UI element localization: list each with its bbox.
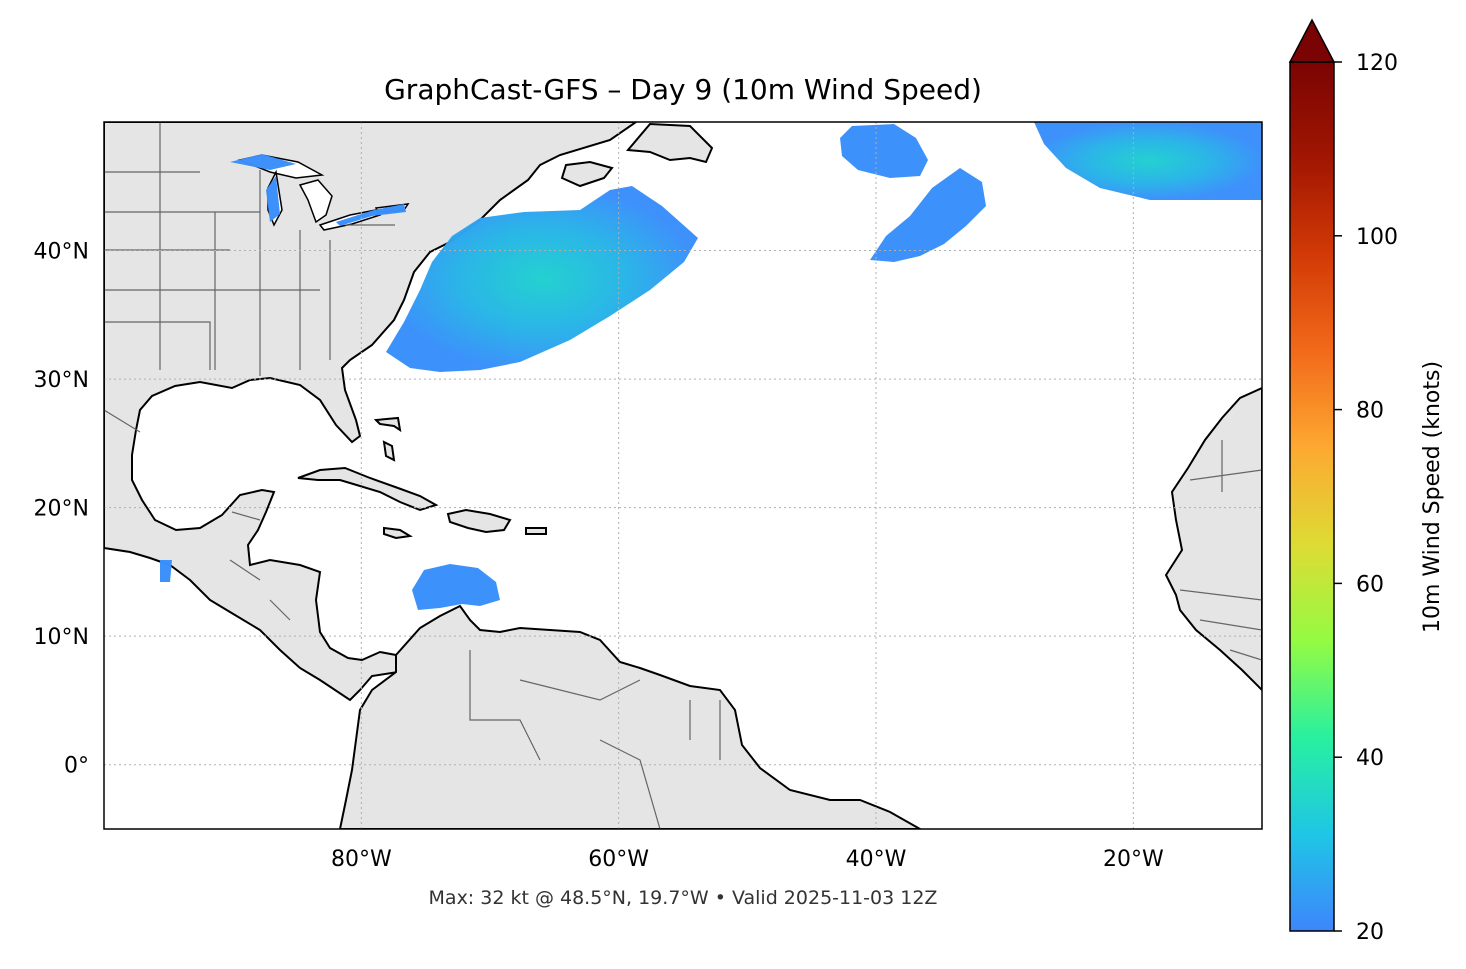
- wind-region-mid-atlantic-band: [870, 168, 986, 262]
- x-tick-label: 80°W: [331, 847, 392, 872]
- colorbar-extend-max-arrow: [1288, 18, 1336, 63]
- land-jamaica: [383, 526, 413, 540]
- map-frame: [103, 121, 1263, 830]
- y-tick-label: 20°N: [34, 497, 89, 522]
- colorbar-tick-label: 120: [1356, 51, 1398, 76]
- wind-field: [160, 122, 1262, 610]
- colorbar-ticks: 20 40 60 80 100 120: [1334, 51, 1398, 945]
- max-wind-footer: Max: 32 kt @ 48.5°N, 19.7°W • Valid 2025…: [429, 887, 938, 909]
- land-bahamas: [373, 416, 402, 462]
- land-nova-scotia: [560, 160, 614, 188]
- x-axis: 80°W 60°W 40°W 20°W: [331, 847, 1164, 872]
- y-tick-label: 10°N: [34, 625, 89, 650]
- colorbar-tick-label: 60: [1356, 572, 1384, 597]
- land-newfoundland: [625, 122, 714, 164]
- colorbar-tick-label: 40: [1356, 746, 1384, 771]
- graticule: [104, 122, 1262, 829]
- x-tick-label: 20°W: [1103, 847, 1164, 872]
- map-panel: [104, 122, 1262, 829]
- colorbar-gradient: [1290, 62, 1334, 931]
- wind-region-us-east-coast-offshore: [386, 186, 698, 372]
- great-lakes: [237, 154, 410, 231]
- colorbar: 20 40 60 80 100 120 10m Wind Speed (knots): [1288, 18, 1445, 945]
- land-south-america: [338, 604, 923, 829]
- x-tick-label: 40°W: [846, 847, 907, 872]
- y-tick-label: 0°: [64, 754, 89, 779]
- land-north-america: [104, 122, 638, 702]
- wind-region-mid-atlantic-north: [840, 124, 928, 178]
- colorbar-tick-label: 100: [1356, 225, 1398, 250]
- land-hispaniola: [446, 508, 512, 534]
- colorbar-tick-label: 80: [1356, 399, 1384, 424]
- land-cuba: [297, 466, 439, 512]
- wind-region-northeast-atlantic: [1034, 122, 1262, 200]
- land-puerto-rico: [525, 527, 547, 535]
- colorbar-tick-label: 20: [1356, 920, 1384, 945]
- wind-region-caribbean-north-of-venezuela: [412, 564, 500, 610]
- land-africa: [1164, 386, 1262, 692]
- map-title: GraphCast-GFS – Day 9 (10m Wind Speed): [384, 73, 982, 106]
- y-tick-label: 40°N: [34, 240, 89, 265]
- admin-borders: [104, 122, 1262, 829]
- colorbar-frame: [1289, 61, 1335, 932]
- y-tick-label: 30°N: [34, 368, 89, 393]
- colorbar-label: 10m Wind Speed (knots): [1420, 361, 1445, 633]
- y-axis: 0° 10°N 20°N 30°N 40°N: [34, 240, 89, 779]
- x-tick-label: 60°W: [588, 847, 649, 872]
